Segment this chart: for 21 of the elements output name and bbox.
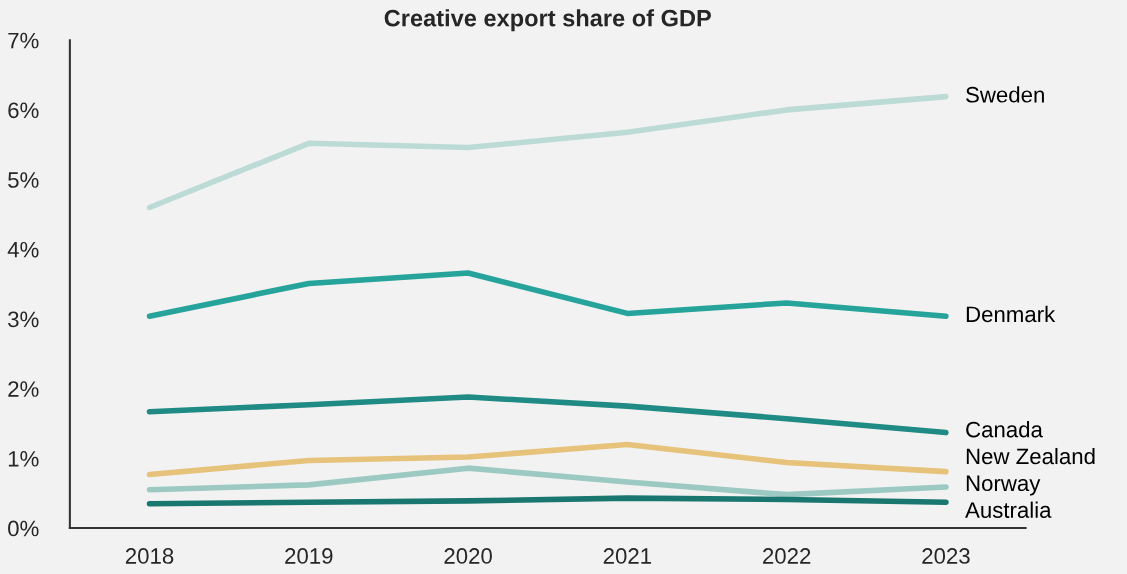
x-tick-label: 2019 [285,548,333,564]
series-label: Sweden [966,86,1044,103]
x-tick-label: 2022 [763,548,811,564]
series-label: New Zealand [966,447,1095,465]
chart-title: Creative export share of GDP [384,9,711,32]
y-tick-label: 3% [8,311,39,328]
series-label: Norway [966,475,1041,496]
y-tick-label: 1% [8,451,39,467]
y-tick-label: 2% [8,381,39,397]
y-tick-label: 4% [7,241,39,258]
y-tick-label: 6% [8,102,39,119]
series-label: Canada [966,421,1043,438]
y-tick-label: 0% [8,520,39,537]
x-tick-label: 2023 [922,548,970,564]
y-tick-label: 7% [8,32,39,49]
x-tick-label: 2020 [444,548,492,564]
y-tick-label: 5% [8,172,39,188]
x-tick-label: 2018 [125,548,174,564]
series-label: Denmark [966,305,1056,323]
series-label: Australia [965,501,1052,518]
x-tick-label: 2021 [603,548,651,564]
